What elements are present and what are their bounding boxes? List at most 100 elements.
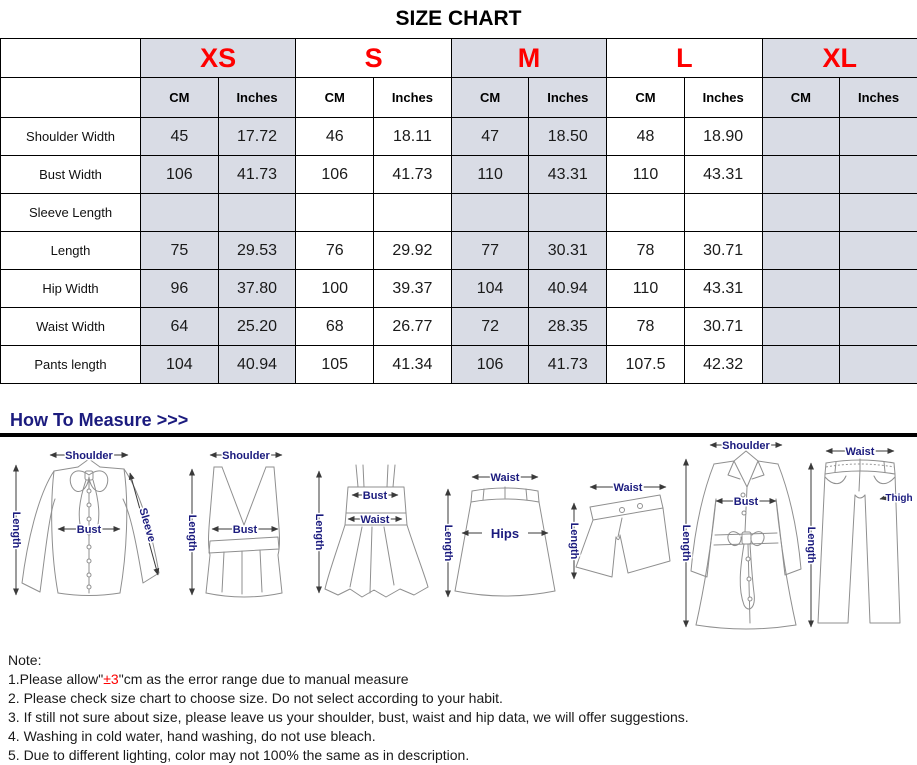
- note-line-2: 2. Please check size chart to choose siz…: [8, 689, 917, 708]
- size-value-cell: 30.71: [684, 232, 762, 270]
- size-value-cell: [762, 194, 840, 232]
- shoulder-label: Shoulder: [65, 450, 113, 462]
- table-row-length: Length 75 29.53 76 29.92 77 30.31 78 30.…: [1, 232, 917, 270]
- unit-header-inches: Inches: [840, 78, 917, 118]
- table-row-sleeve-length: Sleeve Length: [1, 194, 917, 232]
- size-value-cell: 107.5: [607, 346, 685, 384]
- size-value-cell: [840, 156, 917, 194]
- length-label: Length: [442, 525, 454, 562]
- size-value-cell: 42.32: [684, 346, 762, 384]
- size-value-cell: 100: [296, 270, 374, 308]
- size-value-cell: 43.31: [684, 156, 762, 194]
- size-header-row: XS S M L XL: [1, 39, 917, 78]
- shoulder-label: Shoulder: [722, 440, 770, 452]
- size-value-cell: [840, 118, 917, 156]
- unit-header-inches: Inches: [529, 78, 607, 118]
- notes-section: Note: 1.Please allow"±3"cm as the error …: [0, 645, 917, 765]
- blouse-figure: Shoulder Bust Sleeve Length: [6, 443, 178, 616]
- page-title: SIZE CHART: [0, 0, 917, 38]
- unit-header-row: CM Inches CM Inches CM Inches CM Inches …: [1, 78, 917, 118]
- size-header-m: M: [451, 39, 606, 78]
- dress-figure: Bust Waist Length: [310, 461, 442, 608]
- length-label: Length: [313, 514, 325, 551]
- bust-label: Bust: [363, 490, 388, 502]
- measurement-row-label: Waist Width: [1, 308, 141, 346]
- size-value-cell: 41.73: [218, 156, 296, 194]
- size-value-cell: 29.53: [218, 232, 296, 270]
- unit-header-inches: Inches: [218, 78, 296, 118]
- size-value-cell: 68: [296, 308, 374, 346]
- size-value-cell: 40.94: [218, 346, 296, 384]
- size-value-cell: 106: [451, 346, 529, 384]
- size-value-cell: 47: [451, 118, 529, 156]
- measurement-row-label: Pants length: [1, 346, 141, 384]
- size-value-cell: 41.34: [374, 346, 452, 384]
- table-corner-cell: [1, 39, 141, 78]
- size-value-cell: 48: [607, 118, 685, 156]
- size-value-cell: [762, 232, 840, 270]
- skirt-figure: Waist Hips Length: [438, 469, 566, 610]
- note-line-1: 1.Please allow"±3"cm as the error range …: [8, 670, 917, 689]
- pants-figure: Waist Thigh Length: [802, 443, 914, 640]
- unit-header-inches: Inches: [374, 78, 452, 118]
- size-value-cell: 29.92: [374, 232, 452, 270]
- size-value-cell: 96: [141, 270, 219, 308]
- size-value-cell: 45: [141, 118, 219, 156]
- size-value-cell: 17.72: [218, 118, 296, 156]
- measurement-row-label: Hip Width: [1, 270, 141, 308]
- size-value-cell: 105: [296, 346, 374, 384]
- length-label: Length: [10, 512, 22, 549]
- size-value-cell: [840, 194, 917, 232]
- size-header-l: L: [607, 39, 762, 78]
- size-value-cell: [762, 308, 840, 346]
- table-row-hip-width: Hip Width 96 37.80 100 39.37 104 40.94 1…: [1, 270, 917, 308]
- size-value-cell: 40.94: [529, 270, 607, 308]
- size-value-cell: [607, 194, 685, 232]
- size-value-cell: 43.31: [684, 270, 762, 308]
- size-value-cell: 106: [141, 156, 219, 194]
- size-value-cell: 37.80: [218, 270, 296, 308]
- measurement-row-label: Length: [1, 232, 141, 270]
- note-line-5: 5. Due to different lighting, color may …: [8, 746, 917, 765]
- shorts-figure: Waist Length: [562, 477, 676, 602]
- length-label: Length: [680, 525, 692, 562]
- size-header-xl: XL: [762, 39, 917, 78]
- measure-figures: Shoulder Bust Sleeve Length: [0, 437, 917, 645]
- size-value-cell: 18.50: [529, 118, 607, 156]
- bust-label: Bust: [734, 496, 759, 508]
- coat-figure: Shoulder Bust Length: [670, 437, 810, 642]
- table-row-bust-width: Bust Width 106 41.73 106 41.73 110 43.31…: [1, 156, 917, 194]
- size-value-cell: 30.31: [529, 232, 607, 270]
- size-value-cell: 18.11: [374, 118, 452, 156]
- table-row-shoulder-width: Shoulder Width 45 17.72 46 18.11 47 18.5…: [1, 118, 917, 156]
- size-value-cell: 78: [607, 232, 685, 270]
- size-value-cell: [840, 346, 917, 384]
- size-header-xs: XS: [141, 39, 296, 78]
- size-value-cell: [374, 194, 452, 232]
- table-corner-cell: [1, 78, 141, 118]
- waist-label: Waist: [361, 514, 390, 526]
- bust-label: Bust: [77, 524, 102, 536]
- size-value-cell: [451, 194, 529, 232]
- note-line-1-tolerance: ±3: [103, 671, 118, 687]
- size-value-cell: 110: [607, 270, 685, 308]
- waist-label: Waist: [491, 472, 520, 484]
- size-value-cell: 64: [141, 308, 219, 346]
- size-value-cell: 43.31: [529, 156, 607, 194]
- sleeve-label: Sleeve: [136, 507, 157, 544]
- size-value-cell: [840, 270, 917, 308]
- how-to-measure-heading: How To Measure >>>: [0, 410, 917, 431]
- size-value-cell: 18.90: [684, 118, 762, 156]
- note-line-4: 4. Washing in cold water, hand washing, …: [8, 727, 917, 746]
- size-value-cell: 26.77: [374, 308, 452, 346]
- size-value-cell: 41.73: [529, 346, 607, 384]
- size-value-cell: [762, 156, 840, 194]
- table-row-pants-length: Pants length 104 40.94 105 41.34 106 41.…: [1, 346, 917, 384]
- hips-label: Hips: [491, 526, 519, 541]
- length-label: Length: [186, 515, 198, 552]
- measurement-row-label: Sleeve Length: [1, 194, 141, 232]
- size-value-cell: 110: [451, 156, 529, 194]
- note-line-1-prefix: 1.Please allow": [8, 671, 103, 687]
- unit-header-inches: Inches: [684, 78, 762, 118]
- size-value-cell: 39.37: [374, 270, 452, 308]
